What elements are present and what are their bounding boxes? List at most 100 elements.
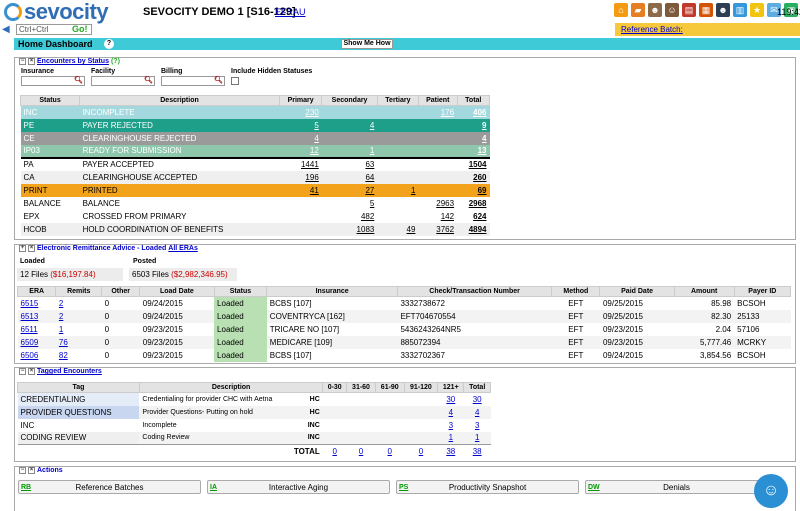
cell-link[interactable]: 260 [473,172,487,182]
insurance-input[interactable]: 🔍︎ [21,76,85,86]
cell-link[interactable]: 82 [58,350,68,360]
table-cell[interactable]: 1 [322,145,378,158]
table-cell[interactable]: 1 [438,432,464,445]
cell-link[interactable]: 76 [58,337,68,347]
cell-link[interactable]: 38 [446,446,456,456]
cell-link[interactable]: 4 [314,133,319,143]
table-row[interactable]: 6509 76 0 09/23/2015 Loaded MEDICARE [109] 885… [17,335,791,349]
cell-link[interactable]: 4894 [468,224,487,234]
cell-link[interactable]: 27 [365,185,375,195]
tagged-title-link[interactable]: Tagged Encounters [37,368,102,375]
search-icon[interactable]: 🔍︎ [144,77,153,84]
table-cell[interactable]: 5 [279,119,321,132]
cell-link[interactable]: 30 [446,394,456,404]
search-input[interactable]: Ctrl+Ctrl [16,24,92,35]
table-row[interactable]: 6515 2 0 09/24/2015 Loaded BCBS [107] 33327386… [18,296,791,310]
table-cell[interactable]: 4 [279,132,321,145]
table-cell[interactable]: 1441 [279,158,321,171]
go-button[interactable]: Go! [72,24,88,34]
cell-link[interactable]: 176 [440,107,455,117]
cell-link[interactable]: 142 [440,211,455,221]
table-row[interactable]: INC Incomplete INC 3 3 [17,418,491,432]
table-cell[interactable]: 13 [457,145,489,158]
table-cell[interactable]: 6515 [18,297,56,310]
encounters-help[interactable]: (?) [110,58,120,65]
table-row[interactable]: PE PAYER REJECTED 5 4 9 [20,118,490,132]
cell-link[interactable]: 0 [418,446,424,456]
search-icon[interactable]: 🔍︎ [74,77,83,84]
table-row[interactable]: CE CLEARINGHOUSE REJECTED 4 4 [20,131,490,145]
table-cell[interactable]: 64 [322,171,378,184]
table-row[interactable]: CA CLEARINGHOUSE ACCEPTED 196 64 260 [20,170,490,184]
back-arrow-icon[interactable]: ◀ [2,24,10,35]
user-icon[interactable]: ☻ [648,3,662,17]
expand-icon[interactable]: + [19,245,26,252]
table-row[interactable]: 6513 2 0 09/24/2015 Loaded COVENTRYCA [162] EF… [17,309,791,323]
denials-button[interactable]: DW Denials [585,480,768,494]
people-icon[interactable]: ☻ [716,3,730,17]
table-row[interactable]: EPX CROSSED FROM PRIMARY 482 142 624 [20,209,490,223]
cell-link[interactable]: 196 [305,172,319,182]
all-eras-link[interactable]: All ERAs [168,245,198,252]
table-cell[interactable]: 3762 [418,223,457,236]
table-cell[interactable]: 12 [279,145,321,158]
table-cell[interactable]: 4 [438,406,464,419]
table-cell[interactable]: 230 [279,106,321,119]
help-icon[interactable]: ? [104,39,114,49]
mail-icon[interactable]: ✉ [767,3,781,17]
table-cell[interactable]: 38 [438,445,464,458]
cell-link[interactable]: 4 [474,407,480,417]
table-cell[interactable]: 1 [56,323,102,336]
folder-icon[interactable]: ▰ [631,3,645,17]
cell-link[interactable]: 64 [365,172,375,182]
cell-link[interactable]: 6513 [20,311,39,321]
cell-link[interactable]: 624 [473,211,487,221]
cell-link[interactable]: 41 [309,185,319,195]
cell-link[interactable]: 2 [58,311,64,321]
cell-link[interactable]: 69 [477,185,487,195]
cell-link[interactable]: 3 [448,420,454,430]
table-cell[interactable]: 2 [56,310,102,323]
table-row[interactable]: IP03 READY FOR SUBMISSION 12 1 13 [20,144,490,158]
era-posted-summary[interactable]: 6503 Files ($2,982,346.95) [129,268,237,281]
cell-link[interactable]: 406 [473,107,487,117]
table-cell[interactable]: 69 [457,184,489,197]
table-cell[interactable]: 2968 [457,197,489,210]
search-icon[interactable]: 🔍︎ [214,77,223,84]
productivity-snapshot-button[interactable]: PS Productivity Snapshot [396,480,579,494]
reference-batch-link[interactable]: Reference Batch: [621,25,683,34]
facility-input[interactable]: 🔍︎ [91,76,155,86]
table-row[interactable]: CREDENTIALING Credentialing for provider … [17,392,491,406]
cell-link[interactable]: 12 [309,146,319,155]
cell-link[interactable]: 5 [369,198,375,208]
table-cell[interactable]: 3 [438,419,464,432]
table-cell[interactable]: 6511 [18,323,56,336]
table-row[interactable]: 6506 82 0 09/23/2015 Loaded BCBS [107] 3332702… [18,348,791,362]
table-cell[interactable]: 0 [375,445,404,458]
table-cell[interactable]: 2 [56,297,102,310]
table-cell[interactable]: 6509 [18,336,56,349]
sms-icon[interactable]: ▣ [784,3,798,17]
cell-link[interactable]: 4 [448,407,454,417]
chart-icon[interactable]: ▥ [733,3,747,17]
user-link[interactable]: EFRAU [275,7,306,17]
reference-batches-button[interactable]: RB Reference Batches [18,480,201,494]
table-cell[interactable]: 176 [418,106,457,119]
cell-link[interactable]: 2 [58,298,64,308]
sevocity-logo[interactable]: sevocity [4,0,109,24]
cell-link[interactable]: 2968 [468,198,487,208]
table-cell[interactable]: 260 [457,171,489,184]
show-me-how-button[interactable]: Show Me How [341,39,393,49]
close-icon[interactable]: × [28,467,35,474]
chat-assistant-icon[interactable]: ☺ [754,474,788,508]
table-cell[interactable]: 142 [418,210,457,223]
cell-link[interactable]: 30 [472,394,482,404]
table-cell[interactable]: 482 [322,210,378,223]
home-icon[interactable]: ⌂ [614,3,628,17]
table-cell[interactable]: 4 [457,132,489,145]
table-cell[interactable]: 30 [438,393,464,406]
table-cell[interactable]: 9 [457,119,489,132]
table-row[interactable]: CODING REVIEW Coding Review INC 1 1 [17,431,491,445]
cell-link[interactable]: 0 [332,446,337,456]
cell-link[interactable]: 1441 [300,160,319,169]
